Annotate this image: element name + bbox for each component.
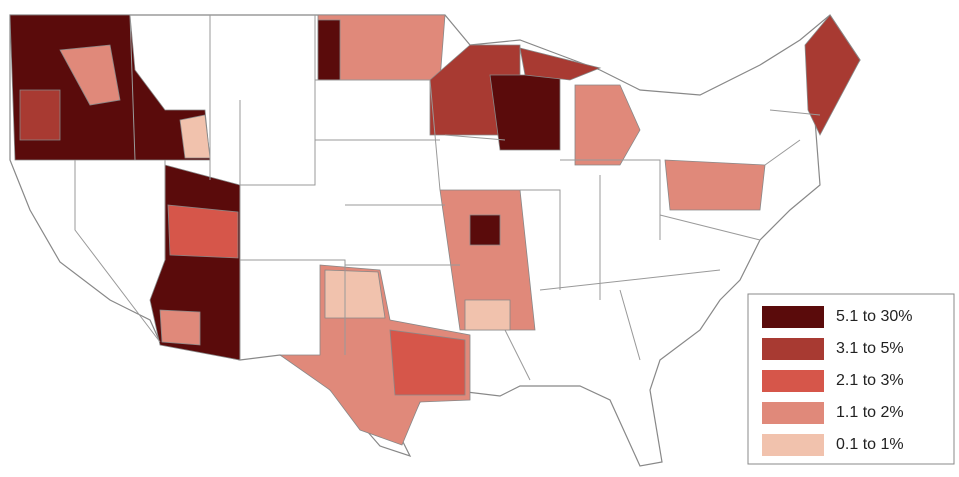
- michigan: [574, 84, 641, 166]
- utah-mid: [167, 204, 239, 259]
- legend-label: 3.1 to 5%: [836, 340, 904, 357]
- idaho-light: [179, 114, 211, 159]
- texas-panhandle: [324, 269, 386, 319]
- legend-swatch: [762, 306, 824, 328]
- legend-swatch: [762, 338, 824, 360]
- arkansas-light: [464, 299, 511, 331]
- michigan-up: [519, 47, 602, 81]
- wisconsin: [489, 74, 561, 151]
- maine: [804, 14, 861, 136]
- missouri-arkansas: [439, 189, 536, 331]
- legend-label: 5.1 to 30%: [836, 308, 913, 325]
- oregon-mid: [19, 89, 61, 141]
- legend-swatch: [762, 402, 824, 424]
- county-shading: [9, 14, 861, 446]
- legend-label: 2.1 to 3%: [836, 372, 904, 389]
- state-borders: [74, 14, 821, 381]
- legend-label: 0.1 to 1%: [836, 436, 904, 453]
- texas-east: [389, 329, 466, 396]
- north-dakota-dark: [317, 19, 341, 81]
- state-border: [74, 14, 821, 381]
- legend: 5.1 to 30% 3.1 to 5% 2.1 to 3% 1.1 to 2% 0.1…: [747, 293, 955, 465]
- legend-label: 1.1 to 2%: [836, 404, 904, 421]
- pennsylvania: [664, 159, 766, 211]
- arizona-light: [159, 309, 201, 346]
- legend-swatch: [762, 434, 824, 456]
- legend-swatch: [762, 370, 824, 392]
- pacific-northwest-light: [59, 44, 121, 106]
- missouri-dark: [469, 214, 501, 246]
